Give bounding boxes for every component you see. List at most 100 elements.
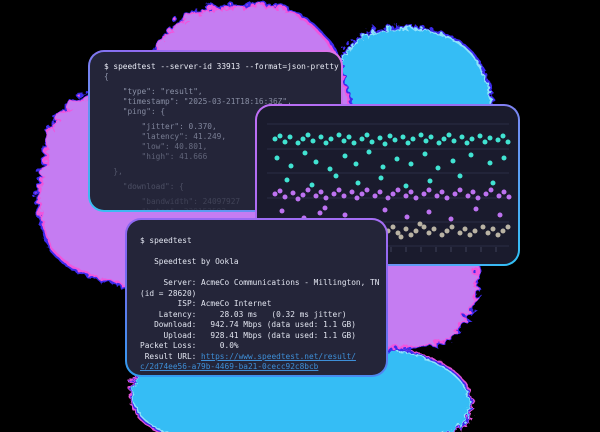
scatter-dot-teal-band <box>392 137 398 143</box>
scatter-dot-teal-band <box>359 136 365 142</box>
scatter-dot-teal-band <box>469 136 475 142</box>
scatter-dot-purple-band <box>277 188 283 194</box>
scatter-dot-gray-band <box>417 221 423 227</box>
scatter-dot-purple-band <box>426 187 432 193</box>
scatter-dot-teal-band <box>428 134 434 140</box>
json-output-line: "high": 41.666 <box>104 152 208 161</box>
result-url-link[interactable]: https://www.speedtest.net/result/ <box>201 351 356 361</box>
json-output-line: "jitter": 0.370, <box>104 122 217 131</box>
scatter-dot-teal-band <box>282 139 288 145</box>
terminal-text: Speedtest by Ookla <box>140 257 239 266</box>
scatter-dot-purple-band <box>305 187 311 193</box>
scatter-dot-purple-band <box>282 194 288 200</box>
scatter-dot-purple-band <box>403 193 409 199</box>
scatter-dot-teal-band <box>364 132 370 138</box>
scatter-dot-teal-band <box>336 132 342 138</box>
scatter-dot-teal-band <box>487 160 493 166</box>
terminal-line: Download: 942.74 Mbps (data used: 1.1 GB… <box>140 320 386 331</box>
scatter-dot-gray-band <box>403 226 409 232</box>
terminal-line: ISP: AcmeCo Internet <box>140 299 386 310</box>
scatter-dot-teal-band <box>346 134 352 140</box>
scatter-dot-teal-band <box>302 150 308 156</box>
scatter-dot-teal-band <box>436 140 442 146</box>
scatter-dot-gray-band <box>500 228 506 234</box>
scatter-dot-purple-band <box>290 190 296 196</box>
scatter-dot-purple-band <box>279 208 285 214</box>
scatter-dot-teal-band <box>310 138 316 144</box>
result-url-link[interactable]: c/2d74ee56-a79b-4469-ba21-0cecc92c8bcb <box>140 362 319 371</box>
scatter-dot-gray-band <box>467 232 473 238</box>
json-terminal-output: $ speedtest --server-id 33913 --format=j… <box>104 62 341 210</box>
scatter-dot-purple-band <box>506 194 512 200</box>
scatter-dot-teal-band <box>477 133 483 139</box>
scatter-dot-gray-band <box>472 228 478 234</box>
scatter-dot-teal-band <box>410 136 416 142</box>
scatter-dot-teal-band <box>422 151 428 157</box>
scatter-dot-teal-band <box>305 132 311 138</box>
scatter-dot-purple-band <box>457 187 463 193</box>
scatter-dot-purple-band <box>372 193 378 199</box>
scatter-dot-teal-band <box>450 158 456 164</box>
scatter-dot-gray-band <box>421 224 427 230</box>
scatter-dot-purple-band <box>444 195 450 201</box>
scatter-dot-gray-band <box>444 228 450 234</box>
scatter-dot-gray-band <box>431 226 437 232</box>
scatter-dot-teal-band <box>403 183 409 189</box>
scatter-dot-gray-band <box>426 230 432 236</box>
scatter-dot-gray-band <box>462 226 468 232</box>
scatter-dot-purple-band <box>313 193 319 199</box>
scatter-dot-gray-band <box>485 230 491 236</box>
scatter-dot-teal-band <box>272 136 278 142</box>
scatter-dot-teal-band <box>333 173 339 179</box>
scatter-dot-teal-band <box>394 156 400 162</box>
scatter-dot-purple-band <box>448 216 454 222</box>
speedtest-terminal-output: $ speedtest Speedtest by Ookla Server: A… <box>140 236 386 373</box>
terminal-line: Server: AcmeCo Communications - Millingt… <box>140 278 386 289</box>
scatter-dot-teal-band <box>380 164 386 170</box>
scatter-dot-purple-band <box>483 191 489 197</box>
scatter-dot-teal-band <box>369 139 375 145</box>
scatter-dot-purple-band <box>300 192 306 198</box>
json-output-line: { <box>104 72 109 81</box>
scatter-dot-teal-band <box>405 140 411 146</box>
scatter-dot-purple-band <box>434 193 440 199</box>
terminal-text: Server: AcmeCo Communications - Millingt… <box>140 278 380 287</box>
terminal-line: Result URL: https://www.speedtest.net/re… <box>140 352 386 363</box>
scatter-dot-teal-band <box>327 166 333 172</box>
scatter-dot-teal-band <box>288 163 294 169</box>
scatter-dot-purple-band <box>323 195 329 201</box>
scatter-dot-teal-band <box>277 133 283 139</box>
scatter-dot-purple-band <box>404 214 410 220</box>
scatter-dot-teal-band <box>342 153 348 159</box>
scatter-dot-teal-band <box>441 136 447 142</box>
scatter-dot-purple-band <box>295 196 301 202</box>
scatter-dot-teal-band <box>435 165 441 171</box>
scatter-dot-gray-band <box>395 230 401 236</box>
terminal-line: Speedtest by Ookla <box>140 257 386 268</box>
terminal-text: Latency: 28.03 ms (0.32 ms jitter) <box>140 309 347 319</box>
speedtest-terminal-window: $ speedtest Speedtest by Ookla Server: A… <box>125 218 388 377</box>
scatter-dot-teal-band <box>377 135 383 141</box>
scatter-dot-purple-band <box>475 195 481 201</box>
scatter-dot-purple-band <box>377 189 383 195</box>
scatter-dot-teal-band <box>355 180 361 186</box>
terminal-text: Packet Loss: 0.0% <box>140 341 239 350</box>
json-output-line: "bytes": 239152592 <box>104 207 341 210</box>
scatter-dot-teal-band <box>274 155 280 161</box>
scatter-dot-gray-band <box>505 224 511 230</box>
scatter-dot-purple-band <box>364 187 370 193</box>
scatter-dot-teal-band <box>309 182 315 188</box>
scatter-dot-purple-band <box>390 191 396 197</box>
scatter-dot-teal-band <box>495 137 501 143</box>
scatter-dot-teal-band <box>501 155 507 161</box>
speedtest-terminal-body: $ speedtest Speedtest by Ookla Server: A… <box>127 220 386 375</box>
scatter-dot-gray-band <box>408 232 414 238</box>
terminal-text: Upload: 928.41 Mbps (data used: 1.1 GB) <box>140 330 356 340</box>
scatter-dot-purple-band <box>359 191 365 197</box>
scatter-dot-purple-band <box>272 191 278 197</box>
scatter-dot-teal-band <box>490 180 496 186</box>
scatter-dot-purple-band <box>318 189 324 195</box>
scatter-dot-teal-band <box>500 133 506 139</box>
scatter-dot-gray-band <box>490 226 496 232</box>
